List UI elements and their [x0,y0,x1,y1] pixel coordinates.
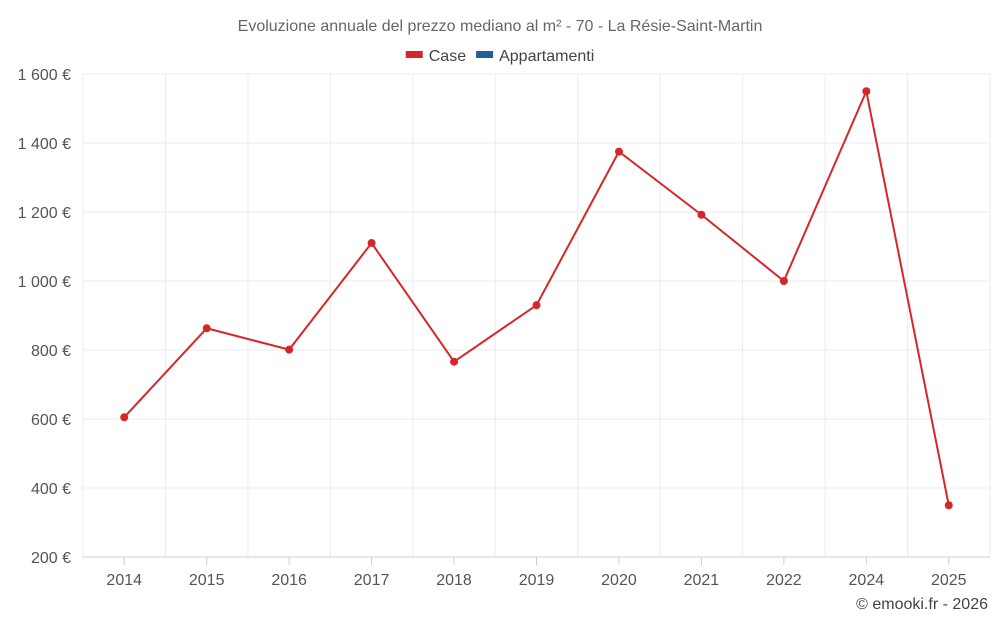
grid [82,73,991,557]
y-tick-label: 1 200 € [18,205,71,222]
data-point[interactable] [944,501,953,510]
y-tick-label: 800 € [31,343,71,360]
x-tick-label: 2024 [849,572,885,589]
data-point[interactable] [120,413,129,422]
x-tick-label: 2014 [106,572,142,589]
x-tick-label: 2020 [601,572,637,589]
data-point[interactable] [450,357,459,366]
data-point[interactable] [614,147,623,156]
x-tick-label: 2015 [189,572,225,589]
data-point[interactable] [532,301,541,310]
legend-swatch[interactable] [476,51,494,58]
legend-swatch[interactable] [405,51,423,58]
data-point[interactable] [697,210,706,219]
copyright-credit: © emooki.fr - 2026 [856,596,988,613]
y-tick-label: 1 600 € [18,67,71,84]
legend: Case Appartamenti [405,48,594,65]
chart-title: Evoluzione annuale del prezzo mediano al… [238,18,763,35]
legend-label: Case [429,48,466,65]
y-tick-label: 600 € [31,412,71,429]
data-point[interactable] [367,239,376,248]
x-tick-label: 2018 [436,572,472,589]
x-tick-label: 2022 [766,572,802,589]
y-tick-label: 1 000 € [18,274,71,291]
x-tick-label: 2016 [271,572,307,589]
y-tick-label: 1 400 € [18,136,71,153]
y-tick-label: 200 € [31,550,71,567]
x-tick-label: 2025 [931,572,967,589]
x-tick-label: 2019 [519,572,555,589]
data-point[interactable] [285,345,294,354]
axes: 200 € 400 € 600 € 800 € 1 000 € 1 200 € 1 400 … [18,67,990,589]
legend-label: Appartamenti [499,48,594,65]
x-tick-label: 2021 [684,572,720,589]
y-tick-label: 400 € [31,481,71,498]
data-point[interactable] [779,277,788,285]
x-tick-label: 2017 [354,572,390,589]
data-point[interactable] [202,324,211,333]
data-point[interactable] [862,87,871,96]
series-layer [120,87,953,510]
